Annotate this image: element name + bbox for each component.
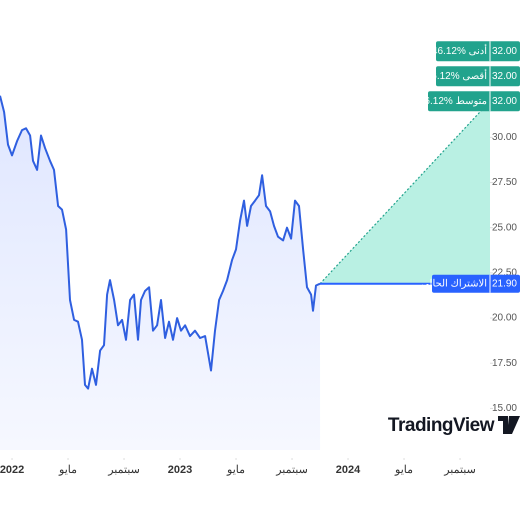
target-label-box — [436, 41, 520, 62]
y-tick-label: 25.00 — [492, 222, 517, 233]
logo — [498, 416, 520, 434]
x-tick-label: 2023 — [168, 464, 192, 476]
target-value-label: 32.00 — [492, 46, 517, 57]
x-tick-label: 2024 — [336, 464, 361, 476]
target-label-box — [436, 66, 520, 87]
y-tick-label: 27.50 — [492, 177, 517, 188]
y-tick-label: 22.50 — [492, 268, 517, 279]
area — [0, 95, 321, 451]
axes: 15.00 17.50 20.00 22.50 25.00 27.50 30.00 2022 م… — [0, 132, 517, 476]
x-tick-label: سبتمبر — [107, 464, 140, 476]
forecast-line — [319, 100, 491, 285]
watermark: TradingView — [388, 415, 495, 436]
target-label: +46.12% متوسط — [413, 96, 487, 107]
target-value-label: 32.00 — [492, 71, 517, 82]
target-label: +46.12% أقصى — [420, 69, 487, 82]
target-value-label: 32.00 — [492, 96, 517, 107]
x-tick-label: مايو — [394, 464, 413, 476]
x-tick-label: مايو — [58, 464, 77, 476]
x-tick-label: 2022 — [0, 464, 24, 476]
y-tick-label: 17.50 — [492, 358, 517, 369]
x-tick-label: مايو — [226, 464, 245, 476]
y-tick-label: 30.00 — [492, 132, 517, 143]
price-line — [0, 95, 321, 390]
current-value-label: 21.90 — [492, 278, 517, 289]
x-tick-label: سبتمبر — [443, 464, 476, 476]
plot — [0, 95, 491, 451]
x-tick-label: سبتمبر — [275, 464, 308, 476]
y-tick-label: 15.00 — [492, 403, 517, 414]
labels: الاشتراك الحالي 21.90 +46.12% أدنى 32.00 +46… — [413, 41, 520, 293]
y-tick-label: 20.00 — [492, 313, 517, 324]
target-label-box — [428, 91, 520, 112]
current-label: الاشتراك الحالي — [421, 278, 487, 289]
current-label-box — [432, 274, 520, 293]
target-label: +46.12% أدنى — [426, 44, 487, 57]
